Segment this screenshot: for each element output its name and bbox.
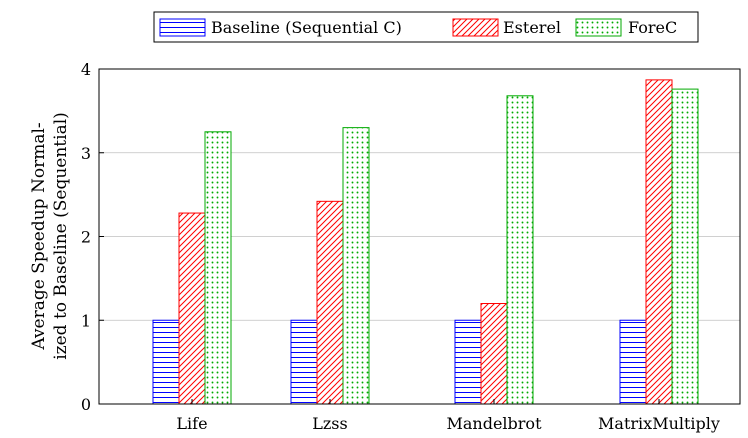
bar-diagonal-lines-mandelbrot bbox=[480, 303, 508, 405]
bar-horizontal-lines-lzss bbox=[290, 319, 318, 405]
bar-diagonal-lines-life bbox=[178, 212, 206, 405]
bar-diagonal-lines-matrixmultiply bbox=[645, 79, 673, 405]
bar-dots-mandelbrot bbox=[506, 95, 534, 405]
y-axis-label-line-2: ized to Baseline (Sequential) bbox=[51, 112, 71, 360]
bars-layer bbox=[152, 79, 699, 405]
bar-horizontal-lines-life bbox=[152, 319, 180, 405]
bar-diagonal-lines-lzss bbox=[316, 200, 344, 405]
bar-dots-life bbox=[204, 131, 232, 405]
bar-dots-lzss bbox=[342, 127, 370, 405]
bar-horizontal-lines-mandelbrot bbox=[454, 319, 482, 405]
y-tick-label: 1 bbox=[81, 311, 91, 330]
x-tick-label: Lzss bbox=[312, 414, 347, 433]
legend-swatch-diagonal-lines bbox=[452, 18, 499, 37]
legend-label: Baseline (Sequential C) bbox=[211, 18, 402, 37]
y-tick-label: 3 bbox=[81, 144, 91, 163]
bar-dots-matrixmultiply bbox=[671, 88, 699, 405]
x-tick-label: MatrixMultiply bbox=[598, 414, 720, 433]
y-axis-label-line-1: Average Speedup Normal- bbox=[29, 122, 49, 350]
y-tick-label: 2 bbox=[81, 228, 91, 247]
y-tick-label: 4 bbox=[81, 60, 91, 79]
legend: Baseline (Sequential C) Esterel ForeC bbox=[153, 11, 699, 43]
x-tick-label: Mandelbrot bbox=[446, 414, 542, 433]
legend-swatch-dots bbox=[575, 18, 622, 37]
x-tick-label: Life bbox=[176, 414, 207, 433]
y-tick-label: 0 bbox=[81, 395, 91, 414]
ticks-layer: 0 1 2 3 4 Life Lzss Mandelbrot MatrixMultiply bbox=[81, 60, 720, 433]
legend-swatch-horizontal-lines bbox=[159, 18, 206, 37]
legend-label: Esterel bbox=[503, 18, 561, 37]
legend-label: ForeC bbox=[628, 18, 677, 37]
bar-horizontal-lines-matrixmultiply bbox=[619, 319, 647, 405]
